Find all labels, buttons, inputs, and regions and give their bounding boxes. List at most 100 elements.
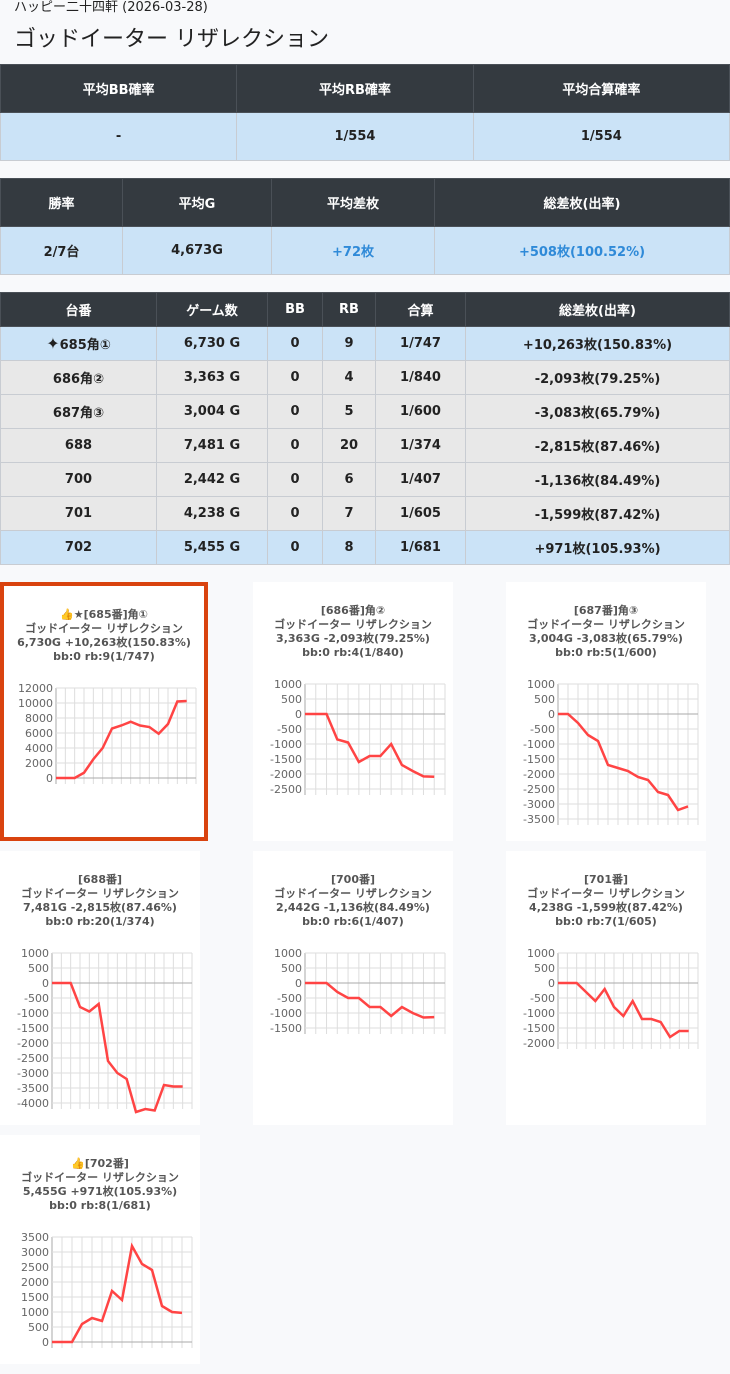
y-tick-label: 500 — [534, 693, 555, 706]
table-row[interactable]: 701 4,238 G 0 7 1/605 -1,599枚(87.42%) — [0, 496, 730, 531]
chart-title-line: 👍★[685番]角① — [60, 608, 148, 621]
total-diff-value: +508枚(100.52%) — [434, 226, 730, 275]
chart-title-line: 3,004G -3,083枚(65.79%) — [529, 632, 683, 645]
y-tick-label: 0 — [46, 772, 53, 785]
machine-chart-card[interactable]: 👍★[685番]角① ゴッドイーター リザレクション 6,730G +10,263枚… — [0, 582, 208, 841]
cell: 7 — [322, 496, 376, 531]
chart-title-line: bb:0 rb:6(1/407) — [302, 915, 404, 928]
y-tick-label: 1000 — [21, 947, 49, 960]
table-row[interactable]: 687角③ 3,004 G 0 5 1/600 -3,083枚(65.79%) — [0, 394, 730, 429]
y-tick-label: -1500 — [270, 753, 302, 766]
line-chart: 1000 500 0 -500 -1000 -1500 -2000 — [523, 947, 699, 1050]
result-summary-table: 勝率 平均G 平均差枚 総差枚(出率) 2/7台 4,673G +72枚 +50… — [0, 178, 730, 275]
line-chart: 1000 500 0 -500 -1000 -1500 -2000 -2500 -3000 -35… — [523, 678, 699, 826]
y-tick-label: -1500 — [17, 1022, 49, 1035]
chart-title-line: [701番] — [583, 873, 629, 886]
cell: 1/747 — [375, 326, 466, 361]
y-tick-label: 1000 — [527, 678, 555, 691]
table-row[interactable]: 686角② 3,363 G 0 4 1/840 -2,093枚(79.25%) — [0, 360, 730, 395]
series-line — [305, 712, 435, 779]
cell: 6 — [322, 462, 376, 497]
cell-text: 3,363 G — [183, 370, 241, 385]
cell-text: 685角① — [59, 338, 111, 353]
store-date: ハッピー二十四軒 (2026-03-28) — [14, 0, 208, 15]
machine-chart-card[interactable]: [687番]角③ ゴッドイーター リザレクション 3,004G -3,083枚(65… — [506, 582, 706, 841]
chart-title-line: 3,363G -2,093枚(79.25%) — [276, 632, 430, 645]
line-chart: 1000 500 0 -500 -1000 -1500 — [270, 947, 446, 1035]
avg-games-value: 4,673G — [122, 226, 272, 275]
cell: 1/605 — [375, 496, 466, 531]
cell: 5 — [322, 394, 376, 429]
y-tick-label: -1000 — [523, 1007, 555, 1020]
y-tick-label: 0 — [295, 708, 302, 721]
avg-total-value: 1/554 — [472, 112, 730, 161]
cell: 701 — [0, 496, 157, 531]
cell-text: 6,730 G — [183, 336, 241, 351]
chart-title-line: ゴッドイーター リザレクション — [274, 887, 432, 900]
y-tick-label: 12000 — [18, 682, 53, 695]
y-tick-label: -500 — [530, 992, 555, 1005]
table-row[interactable]: ✦685角① 6,730 G 0 9 1/747 +10,263枚(150.83%) — [0, 326, 730, 361]
cell-text: +10,263枚(150.83%) — [522, 338, 673, 353]
y-tick-label: -500 — [277, 992, 302, 1005]
col-header: 総差枚(出率) — [465, 292, 730, 327]
y-tick-label: 4000 — [25, 742, 53, 755]
chart-title-line: ゴッドイーター リザレクション — [527, 618, 685, 631]
cell-text: 6 — [344, 472, 354, 487]
series-line — [56, 699, 187, 780]
cell-text: 9 — [344, 336, 354, 351]
cell-text: 8 — [344, 540, 354, 555]
table-row[interactable]: 700 2,442 G 0 6 1/407 -1,136枚(84.49%) — [0, 462, 730, 497]
col-header: 平均RB確率 — [236, 64, 474, 113]
y-tick-label: 1000 — [274, 678, 302, 691]
y-tick-label: -2500 — [523, 783, 555, 796]
cell: -1,136枚(84.49%) — [465, 462, 730, 497]
y-tick-label: -4000 — [17, 1097, 49, 1110]
cell: 700 — [0, 462, 157, 497]
series-line — [558, 712, 689, 812]
y-tick-label: 3500 — [21, 1231, 49, 1244]
cell-text: 2,442 G — [183, 472, 241, 487]
cell-text: 1/374 — [400, 438, 441, 453]
line-chart: 1000 500 0 -500 -1000 -1500 -2000 -2500 -3000 -35… — [17, 947, 193, 1114]
machine-chart-card[interactable]: [700番] ゴッドイーター リザレクション 2,442G -1,136枚(84.4… — [253, 851, 453, 1125]
col-header: 平均差枚 — [271, 178, 435, 227]
line-chart: 1000 500 0 -500 -1000 -1500 -2000 -2500 — [270, 678, 446, 796]
chart-title-line: ゴッドイーター リザレクション — [21, 887, 179, 900]
cell: 1/840 — [375, 360, 466, 395]
table-row[interactable]: 688 7,481 G 0 20 1/374 -2,815枚(87.46%) — [0, 428, 730, 463]
y-tick-label: 1000 — [274, 947, 302, 960]
y-tick-label: -1500 — [270, 1022, 302, 1035]
cell: 688 — [0, 428, 157, 463]
cell-text: 0 — [290, 336, 300, 351]
machine-chart-card[interactable]: [701番] ゴッドイーター リザレクション 4,238G -1,599枚(87.4… — [506, 851, 706, 1125]
machine-chart-card[interactable]: [686番]角② ゴッドイーター リザレクション 3,363G -2,093枚(79… — [253, 582, 453, 841]
machine-chart-card[interactable]: 👍[702番] ゴッドイーター リザレクション 5,455G +971枚(105.9… — [0, 1135, 200, 1364]
cell: 686角② — [0, 360, 157, 395]
cell-text: 1/600 — [400, 404, 441, 419]
cell-text: 701 — [64, 506, 93, 521]
y-tick-label: -1500 — [523, 1022, 555, 1035]
cell-text: 5,455 G — [183, 540, 241, 555]
y-tick-label: -2000 — [523, 1037, 555, 1050]
cell-text: 0 — [290, 540, 300, 555]
chart-title-line: ゴッドイーター リザレクション — [21, 1171, 179, 1184]
cell-text: 702 — [64, 540, 93, 555]
cell: 687角③ — [0, 394, 157, 429]
cell: 0 — [267, 394, 323, 429]
col-header: 台番 — [0, 292, 157, 327]
y-tick-label: 0 — [42, 977, 49, 990]
cell: 9 — [322, 326, 376, 361]
cell: ✦685角① — [0, 326, 157, 361]
probability-summary-table: 平均BB確率 平均RB確率 平均合算確率 - 1/554 1/554 — [0, 64, 730, 161]
cell-text: 688 — [64, 438, 93, 453]
table-row[interactable]: 702 5,455 G 0 8 1/681 +971枚(105.93%) — [0, 530, 730, 565]
y-tick-label: 1000 — [527, 947, 555, 960]
y-tick-label: -3000 — [523, 798, 555, 811]
y-tick-label: -500 — [277, 723, 302, 736]
cell-text: 7,481 G — [183, 438, 241, 453]
chart-title-line: bb:0 rb:20(1/374) — [45, 915, 155, 928]
chart-title-line: [688番] — [77, 873, 123, 886]
chart-title-line: ゴッドイーター リザレクション — [274, 618, 432, 631]
machine-chart-card[interactable]: [688番] ゴッドイーター リザレクション 7,481G -2,815枚(87.4… — [0, 851, 200, 1125]
